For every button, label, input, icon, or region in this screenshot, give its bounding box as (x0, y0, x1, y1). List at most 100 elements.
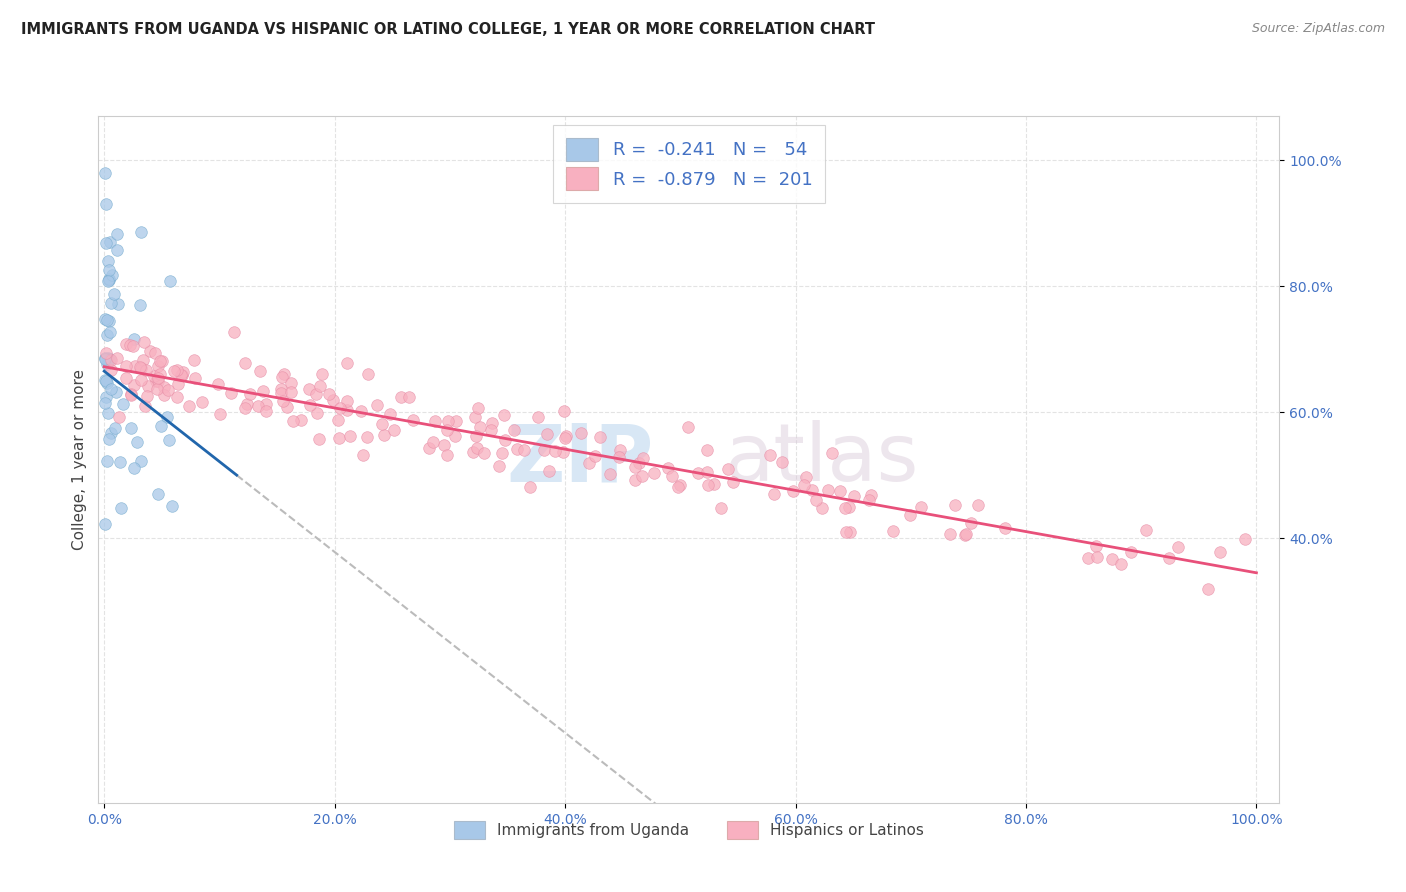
Point (623, 460, 645, 475)
Point (98, 352, 121, 367)
Point (463, 444, 485, 458)
Point (105, 351, 128, 365)
Point (179, 399, 201, 413)
Point (110, 501, 132, 516)
Text: IMMIGRANTS FROM UGANDA VS HISPANIC OR LATINO COLLEGE, 1 YEAR OR MORE CORRELATION: IMMIGRANTS FROM UGANDA VS HISPANIC OR LA… (21, 22, 875, 37)
Point (538, 464, 561, 478)
Point (336, 355, 359, 369)
Point (129, 360, 152, 375)
Point (134, 334, 156, 349)
Point (422, 435, 444, 450)
Point (233, 356, 256, 370)
Point (328, 431, 350, 445)
Point (821, 446, 844, 460)
Point (305, 387, 328, 401)
Point (124, 378, 146, 392)
Point (488, 458, 510, 473)
Point (157, 433, 180, 447)
Point (156, 384, 179, 398)
Point (553, 404, 575, 418)
Point (160, 499, 183, 513)
Point (505, 442, 527, 456)
Point (322, 392, 344, 407)
Point (326, 413, 349, 427)
Point (953, 528, 976, 542)
Point (299, 398, 322, 412)
Point (357, 367, 380, 381)
Point (589, 430, 612, 444)
Point (252, 384, 274, 398)
Point (159, 274, 181, 288)
Point (1119, 545, 1142, 559)
Point (97, 272, 120, 286)
Point (842, 489, 865, 503)
Point (465, 441, 488, 455)
Point (207, 377, 229, 392)
Point (114, 336, 136, 351)
Point (479, 423, 502, 437)
Point (1109, 558, 1132, 572)
Point (491, 446, 513, 460)
Point (163, 363, 186, 377)
Point (373, 428, 395, 442)
Point (793, 477, 815, 491)
Point (657, 460, 679, 475)
Point (156, 409, 179, 424)
Point (336, 394, 359, 409)
Point (782, 483, 804, 498)
Point (437, 414, 460, 428)
Point (209, 408, 232, 422)
Point (233, 401, 256, 415)
Point (122, 339, 145, 353)
Point (136, 379, 159, 393)
Point (398, 391, 420, 405)
Point (150, 353, 173, 368)
Point (838, 500, 860, 514)
Point (503, 423, 526, 437)
Point (236, 397, 259, 411)
Point (94, 374, 117, 388)
Point (148, 354, 170, 368)
Point (120, 388, 142, 402)
Point (553, 445, 575, 459)
Point (122, 460, 145, 475)
Y-axis label: College, 1 year or more: College, 1 year or more (72, 369, 87, 549)
Point (94, 396, 117, 410)
Point (464, 410, 486, 425)
Point (569, 426, 592, 441)
Point (97, 433, 120, 447)
Point (959, 516, 981, 531)
Point (666, 480, 689, 494)
Point (283, 414, 305, 428)
Point (125, 435, 148, 450)
Point (100, 296, 122, 310)
Point (436, 449, 458, 463)
Point (146, 371, 169, 385)
Point (105, 227, 128, 241)
Point (96, 454, 118, 468)
Point (170, 368, 193, 382)
Point (444, 429, 467, 443)
Point (120, 338, 142, 352)
Point (710, 500, 733, 515)
Point (308, 379, 330, 393)
Point (817, 483, 839, 497)
Point (105, 243, 128, 257)
Point (418, 441, 440, 455)
Point (425, 414, 447, 428)
Point (135, 363, 157, 377)
Point (115, 371, 138, 385)
Point (108, 409, 131, 424)
Point (578, 456, 600, 470)
Point (804, 492, 827, 507)
Point (371, 417, 394, 431)
Point (94, 312, 117, 326)
Point (298, 382, 321, 396)
Point (446, 414, 468, 428)
Point (898, 508, 921, 523)
Point (97, 351, 120, 365)
Point (623, 474, 645, 488)
Text: Source: ZipAtlas.com: Source: ZipAtlas.com (1251, 22, 1385, 36)
Point (717, 462, 740, 476)
Point (239, 387, 262, 401)
